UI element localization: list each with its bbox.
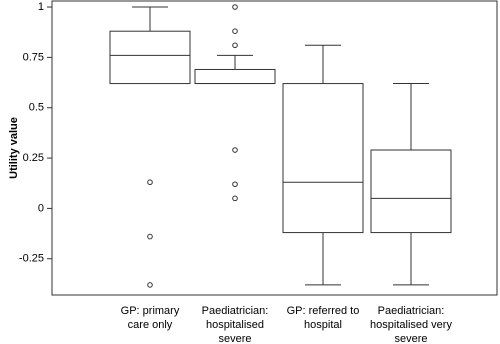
x-tick-label: severe <box>218 333 251 344</box>
outlier <box>147 282 153 288</box>
y-tick-label: 0.5 <box>29 102 44 114</box>
outlier <box>232 28 238 35</box>
y-tick-label: -0.25 <box>19 253 44 265</box>
y-tick-label: 0.25 <box>23 152 44 164</box>
x-tick-label: GP: referred to <box>287 305 360 317</box>
x-tick-label: GP: primary <box>121 305 180 317</box>
y-tick-label: 0 <box>38 202 44 214</box>
x-tick-label: Paediatrician: <box>202 305 269 317</box>
x-tick-label: Paediatrician: <box>378 305 445 317</box>
outlier <box>232 147 238 153</box>
x-tick-label: severe <box>394 333 427 344</box>
box <box>194 68 276 85</box>
x-tick-label: hospitalised very <box>370 319 452 331</box>
outlier <box>232 42 238 49</box>
box <box>109 30 191 85</box>
y-axis-label: Utility value <box>8 117 20 179</box>
outlier <box>232 4 238 10</box>
x-tick-label: hospitalised <box>206 319 264 331</box>
outlier <box>147 233 153 240</box>
outlier <box>232 195 238 202</box>
box <box>282 83 364 234</box>
box <box>370 149 452 234</box>
x-tick-label: care only <box>128 319 173 331</box>
outlier <box>147 179 153 186</box>
y-tick-label: 1 <box>38 1 44 13</box>
x-tick-label: hospital <box>304 319 342 331</box>
outlier <box>232 181 238 188</box>
plot-frame <box>51 0 498 296</box>
y-tick-label: 0.75 <box>23 51 44 63</box>
